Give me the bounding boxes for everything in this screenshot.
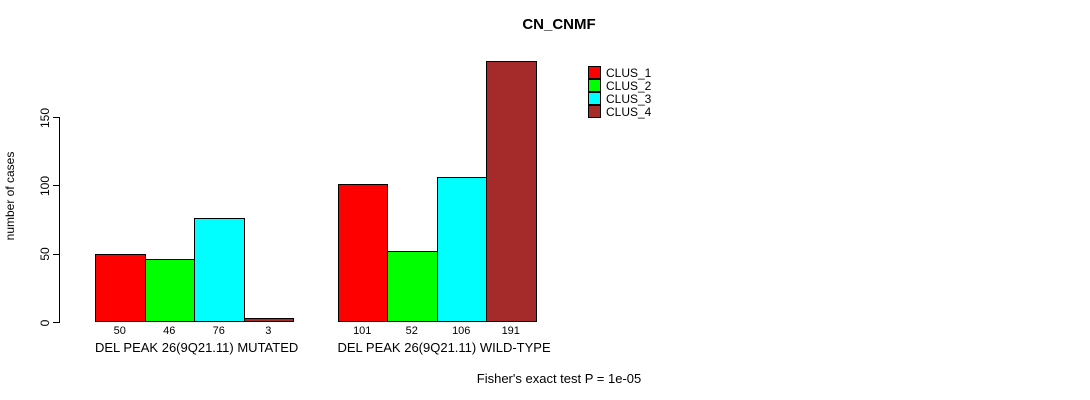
legend-item-clus_1: CLUS_1 <box>588 65 652 80</box>
legend-swatch-icon <box>588 79 601 92</box>
y-axis-tick-label: 100 <box>38 175 52 196</box>
legend-item-clus_3: CLUS_3 <box>588 91 652 106</box>
bar-clus_1-group2 <box>337 184 388 322</box>
legend-swatch-icon <box>588 105 601 118</box>
y-axis-tick <box>53 253 59 255</box>
bar-value-label: 52 <box>405 325 418 337</box>
legend: CLUS_1 CLUS_2 CLUS_3 CLUS_4 <box>588 65 652 119</box>
footer-annotation: Fisher's exact test P = 1e-05 <box>476 371 642 386</box>
bar-value-label: 101 <box>353 325 372 337</box>
legend-label: CLUS_1 <box>606 65 652 80</box>
y-axis-tick-label: 0 <box>38 319 52 326</box>
bar-clus_2-group1 <box>144 259 195 322</box>
y-axis-tick <box>53 117 59 118</box>
legend-swatch-icon <box>588 92 601 105</box>
bar-clus_3-group1 <box>194 218 245 322</box>
bar-clus_4-group2 <box>486 61 537 322</box>
bar-value-label: 50 <box>113 325 126 337</box>
legend-swatch-icon <box>588 66 601 79</box>
bar-clus_4-group1 <box>243 318 294 322</box>
legend-item-clus_2: CLUS_2 <box>588 78 652 93</box>
legend-label: CLUS_4 <box>606 104 652 119</box>
legend-item-clus_4: CLUS_4 <box>588 104 652 119</box>
y-axis-tick <box>53 322 59 323</box>
bar-value-label: 191 <box>501 325 520 337</box>
group-label: DEL PEAK 26(9Q21.11) WILD-TYPE <box>337 340 551 355</box>
bar-clus_2-group2 <box>387 251 438 322</box>
bar-clus_3-group2 <box>436 177 487 322</box>
bar-clus_1-group1 <box>95 254 146 322</box>
y-axis-tick-label: 50 <box>38 247 52 261</box>
legend-label: CLUS_3 <box>606 91 652 106</box>
chart-title: CN_CNMF <box>522 16 596 33</box>
bar-value-label: 3 <box>265 325 272 337</box>
bar-value-label: 46 <box>163 325 176 337</box>
legend-label: CLUS_2 <box>606 78 652 93</box>
y-axis-line <box>59 117 60 323</box>
y-axis-tick <box>53 185 59 187</box>
bar-value-label: 106 <box>452 325 471 337</box>
y-axis-label: number of cases <box>3 151 17 241</box>
y-axis-tick-label: 150 <box>38 107 52 128</box>
bar-value-label: 76 <box>212 325 225 337</box>
group-label: DEL PEAK 26(9Q21.11) MUTATED <box>95 340 299 355</box>
